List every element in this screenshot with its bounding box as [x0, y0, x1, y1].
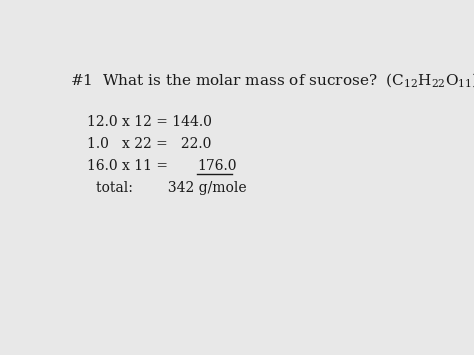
Text: #1  What is the molar mass of sucrose?  ($\mathregular{C_{12}H_{22}O_{11}}$): #1 What is the molar mass of sucrose? ($… — [70, 71, 474, 89]
Text: total:        342 g/mole: total: 342 g/mole — [96, 181, 246, 195]
Text: 176.0: 176.0 — [197, 159, 237, 173]
Text: 1.0   x 22 =   22.0: 1.0 x 22 = 22.0 — [87, 137, 211, 151]
Text: 12.0 x 12 = 144.0: 12.0 x 12 = 144.0 — [87, 115, 212, 129]
Text: 16.0 x 11 =: 16.0 x 11 = — [87, 159, 172, 173]
